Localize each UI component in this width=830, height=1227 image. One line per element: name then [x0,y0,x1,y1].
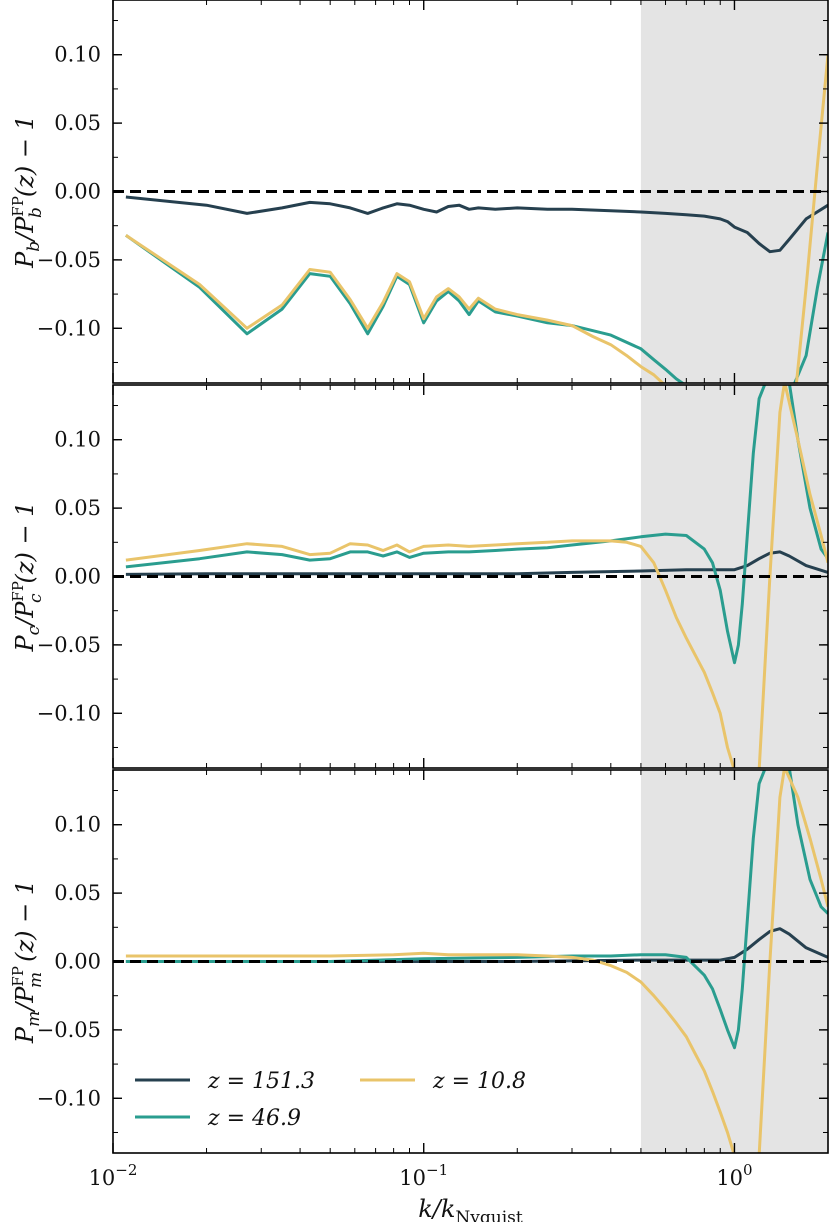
y-tick-label: −0.10 [37,1086,101,1110]
x-tick-label: 10−1 [399,1161,448,1190]
y-tick-label: −0.10 [37,316,101,340]
x-tick-label: 10−2 [89,1161,138,1190]
legend-label: z = 46.9 [207,1106,301,1131]
panel-3: −0.10 −0.05 0.00 0.05 0.10 Pm/PFPm(z) − 1 10−2… [9,769,829,1227]
panel-1: −0.10 −0.05 0.00 0.05 0.10 Pb/PFPb(z) − 1 [9,0,829,384]
y-tick-label: −0.05 [37,1018,101,1042]
series-line-108 [125,385,828,768]
y-tick-label: 0.10 [54,813,101,837]
legend: z = 151.3 z = 10.8 z = 46.9 [135,1069,526,1131]
legend-label: z = 10.8 [432,1069,526,1094]
y-axis-label: Pc/PFPc(z) − 1 [9,502,46,653]
y-axis-label: Pb/PFPb(z) − 1 [9,115,46,269]
panel-2: −0.10 −0.05 0.00 0.05 0.10 Pc/PFPc(z) − 1 [9,384,829,769]
y-tick-label: 0.00 [54,180,101,204]
x-tick-label: 100 [716,1161,752,1190]
y-tick-label: −0.05 [37,633,101,657]
y-tick-label: 0.05 [54,881,101,905]
series-line-1513 [125,195,828,254]
y-tick-label: −0.10 [37,701,101,725]
y-axis-label: Pm/PFPm(z) − 1 [9,880,46,1044]
y-tick-label: −0.05 [37,248,101,272]
y-tick-label: 0.05 [54,111,101,135]
series-line-108 [125,770,828,1153]
series-line-108 [125,54,828,383]
x-axis-label: k/kNyquist [418,1195,523,1222]
series-line-1513 [125,550,828,576]
y-tick-label: 0.10 [54,428,101,452]
series-line-469 [125,232,828,383]
series-line-469 [125,385,828,665]
y-tick-label: 0.10 [54,43,101,67]
y-tick-label: 0.00 [54,950,101,974]
legend-label: z = 151.3 [207,1069,315,1094]
y-tick-label: 0.00 [54,565,101,589]
y-tick-label: 0.05 [54,496,101,520]
